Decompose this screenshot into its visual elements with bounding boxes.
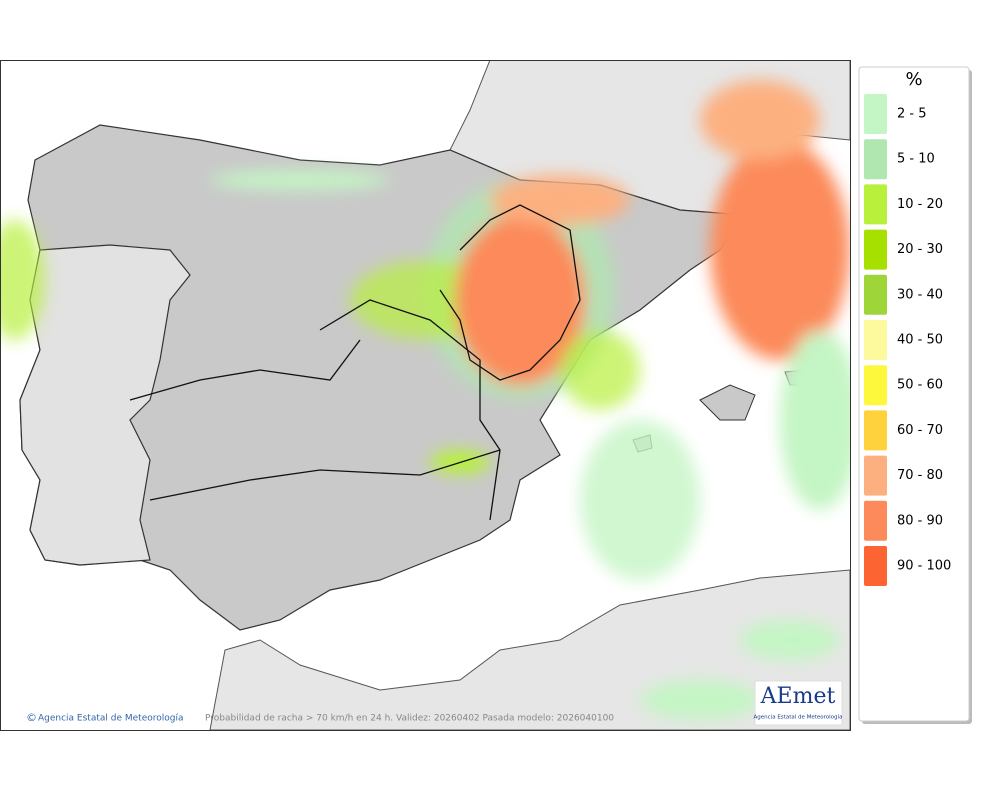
legend: % 2 - 5 5 - 10 10 - 20 20 - 30 30 - 40 40 - 5… bbox=[858, 66, 972, 724]
legend-swatch bbox=[864, 184, 887, 225]
legend-title: % bbox=[905, 69, 922, 90]
legend-label: 50 - 60 bbox=[897, 378, 943, 393]
map-frame bbox=[0, 60, 851, 731]
legend-label: 80 - 90 bbox=[897, 513, 943, 528]
mallorca bbox=[699, 384, 756, 421]
legend-swatch bbox=[864, 229, 887, 270]
legend-label: 2 - 5 bbox=[897, 107, 927, 122]
legend-swatch bbox=[864, 410, 887, 451]
legend-label: 5 - 10 bbox=[897, 152, 935, 167]
legend-swatch bbox=[864, 500, 887, 541]
region-border bbox=[439, 204, 581, 381]
logo-name: AEmet bbox=[760, 684, 836, 709]
legend-label: 20 - 30 bbox=[897, 242, 943, 257]
legend-swatch bbox=[864, 455, 887, 496]
description: Probabilidad de racha > 70 km/h en 24 h.… bbox=[205, 714, 614, 724]
legend-swatch bbox=[864, 139, 887, 180]
legend-swatch bbox=[864, 546, 887, 586]
region-border bbox=[149, 449, 501, 501]
copyright-icon: © bbox=[26, 711, 37, 724]
credit: Agencia Estatal de Meteorología bbox=[38, 714, 184, 724]
logo-subtitle: Agencia Estatal de Meteorología bbox=[754, 714, 843, 721]
legend-swatch bbox=[864, 320, 887, 360]
logo: AEmet Agencia Estatal de Meteorología bbox=[754, 680, 843, 726]
legend-label: 10 - 20 bbox=[897, 197, 943, 212]
legend-swatch bbox=[864, 94, 887, 134]
legend-label: 30 - 40 bbox=[897, 287, 943, 302]
legend-swatch bbox=[864, 365, 887, 406]
legend-label: 40 - 50 bbox=[897, 333, 943, 348]
map bbox=[1, 61, 850, 730]
legend-label: 90 - 100 bbox=[897, 559, 951, 574]
legend-swatch bbox=[864, 274, 887, 315]
probability-field bbox=[1, 80, 850, 720]
legend-label: 60 - 70 bbox=[897, 423, 943, 438]
portugal bbox=[19, 244, 191, 566]
region-border bbox=[129, 339, 361, 401]
legend-label: 70 - 80 bbox=[897, 468, 943, 483]
